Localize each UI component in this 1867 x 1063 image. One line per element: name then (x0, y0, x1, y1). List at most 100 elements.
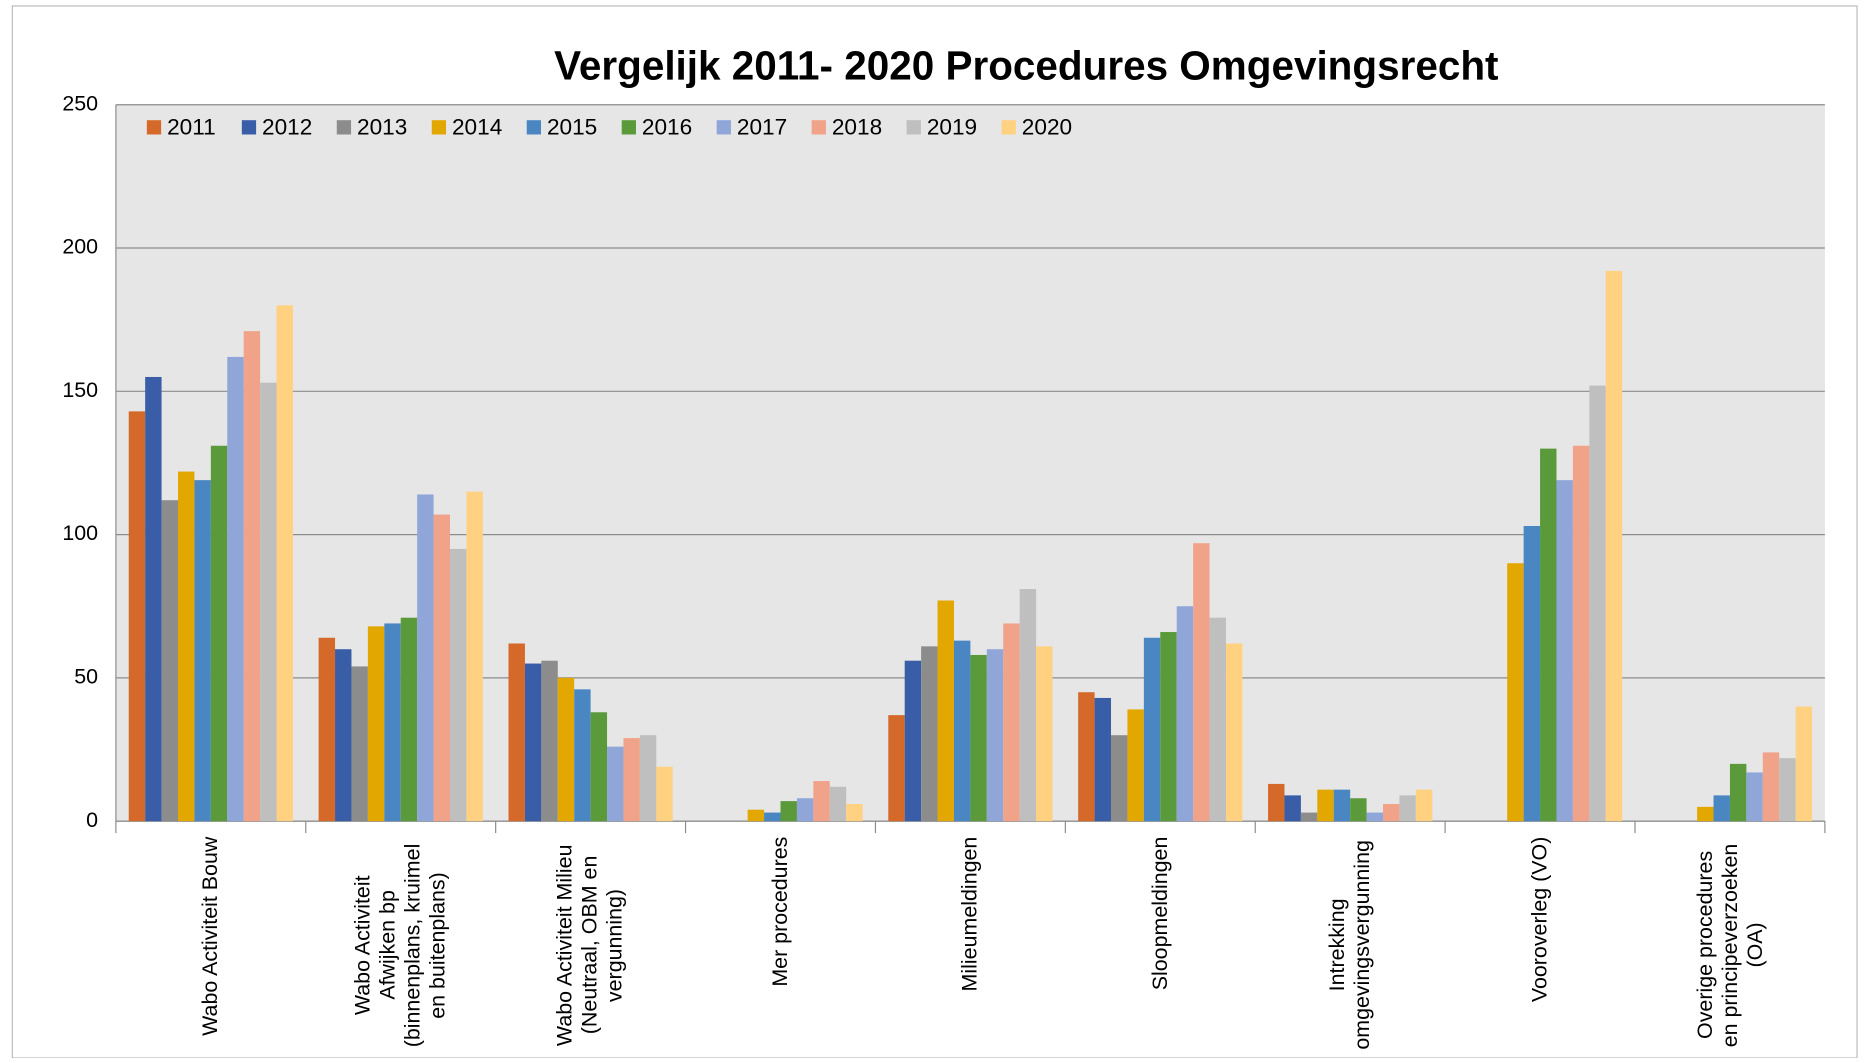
bar (986, 649, 1004, 822)
bar (921, 646, 938, 822)
chart-title: Vergelijk 2011- 2020 Procedures Omgeving… (554, 43, 1498, 89)
bar (1143, 637, 1161, 822)
bar (1078, 692, 1095, 822)
legend-label: 2017 (737, 114, 787, 139)
bar (1003, 623, 1020, 822)
bar (367, 626, 385, 822)
legend-swatch (431, 120, 447, 135)
bar (1713, 795, 1730, 822)
x-tick-label: Vooroverleg (VO) (1527, 836, 1552, 1003)
bar (1746, 772, 1763, 822)
legend-swatch (1001, 120, 1016, 135)
bar (780, 801, 797, 822)
bar (846, 803, 863, 822)
bar (639, 735, 657, 822)
y-tick-label: 0 (86, 808, 98, 832)
bar (1193, 543, 1210, 822)
bar (1605, 270, 1623, 822)
x-label-wrap: Mer procedures (686, 836, 876, 1062)
legend-label: 2014 (452, 114, 502, 139)
x-tick-label: Overige procedures en principeverzoeken … (1692, 843, 1767, 1047)
bar (623, 738, 640, 822)
x-tick-label: Sloopmeldingen (1147, 836, 1172, 991)
bar (1111, 735, 1128, 822)
bar (1589, 385, 1606, 822)
bar (417, 494, 434, 822)
legend-label: 2013 (357, 114, 407, 139)
y-tick-label: 150 (62, 378, 98, 402)
legend-swatch (241, 120, 257, 135)
bar (1795, 706, 1813, 822)
bar (1019, 589, 1037, 822)
bar (1333, 789, 1351, 822)
bar (351, 666, 368, 822)
bar (1523, 525, 1541, 822)
bar (937, 600, 954, 822)
x-tick-label: Milieumeldingen (957, 836, 982, 992)
x-label-box: Wabo Activiteit Bouw (198, 836, 223, 1036)
bar (1540, 448, 1557, 822)
y-tick-label: 250 (62, 91, 98, 115)
bar (1556, 480, 1573, 822)
bar (1779, 758, 1796, 822)
bar (524, 663, 542, 822)
bar (1036, 646, 1053, 822)
bar (747, 809, 765, 822)
x-label-box: Overige procedures en principeverzoeken … (1635, 837, 1825, 1062)
legend-swatch (906, 120, 921, 135)
bar (829, 786, 847, 822)
bar (1209, 617, 1226, 822)
bar (1399, 795, 1416, 822)
bar (243, 331, 261, 822)
bar (656, 766, 673, 822)
bar (904, 660, 922, 822)
bar (433, 514, 451, 822)
bar (1160, 632, 1177, 822)
bar (177, 471, 195, 822)
x-tick-label: Mer procedures (767, 836, 792, 987)
x-label-box: Sloopmeldingen (1147, 836, 1172, 991)
legend-swatch (621, 120, 636, 135)
bar (1094, 697, 1112, 822)
legend-label: 2011 (167, 114, 216, 139)
bar (508, 643, 525, 822)
bar (813, 781, 830, 822)
legend-label: 2018 (832, 114, 882, 139)
bar (1225, 643, 1243, 822)
legend-label: 2020 (1022, 114, 1072, 139)
x-label-box: Intrekking omgevingsvergunning (1255, 837, 1445, 1062)
legend-swatch (336, 120, 352, 135)
bar (1415, 789, 1433, 822)
bar (128, 411, 146, 822)
bar (1729, 763, 1747, 822)
x-label-wrap: Milieumeldingen (875, 836, 1065, 1062)
bar (384, 623, 401, 822)
x-label-wrap: Overige procedures en principeverzoeken … (1635, 837, 1825, 1062)
bar (1762, 752, 1780, 822)
bar (1284, 795, 1301, 822)
x-label-wrap: Vooroverleg (VO) (1445, 836, 1635, 1062)
x-tick-label: Wabo Activiteit Milieu (Neutraal, OBM en… (553, 844, 627, 1046)
bar (227, 356, 244, 822)
x-tick-label: Wabo Activiteit Bouw (198, 836, 223, 1036)
bar (1176, 606, 1194, 822)
bar (1507, 563, 1524, 822)
x-label-wrap: Intrekking omgevingsvergunning (1255, 837, 1445, 1062)
bar (541, 660, 558, 822)
bar (796, 798, 814, 822)
legend-label: 2019 (927, 114, 977, 139)
bar (161, 500, 178, 822)
bar (953, 640, 971, 822)
bar (1268, 783, 1285, 822)
bar (590, 712, 608, 822)
bar (764, 812, 781, 822)
legend-swatch (526, 120, 542, 135)
bar (318, 637, 336, 822)
legend-label: 2016 (642, 114, 692, 139)
x-label-wrap: Wabo Activiteit Milieu (Neutraal, OBM en… (496, 837, 686, 1062)
x-label-box: Wabo Activiteit Afwijken bp (binnenplans… (306, 837, 496, 1062)
bar (1300, 812, 1318, 822)
x-label-wrap: Wabo Activiteit Afwijken bp (binnenplans… (306, 837, 496, 1062)
